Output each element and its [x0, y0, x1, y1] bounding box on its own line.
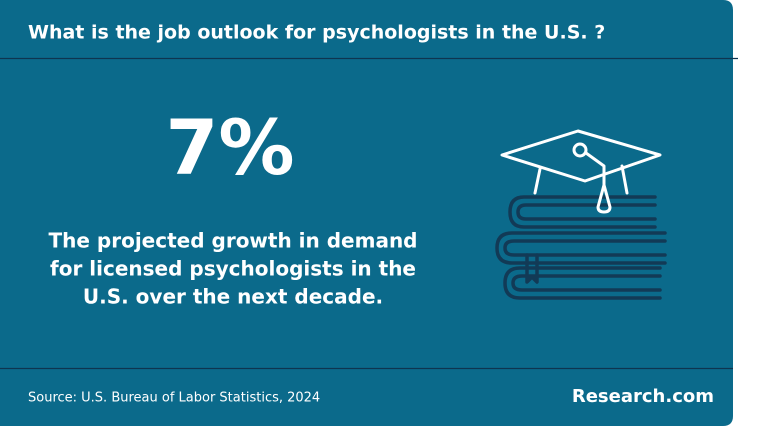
source: Source: U.S. Bureau of Labor Statistics,…	[28, 391, 320, 406]
cap-icon	[500, 129, 662, 214]
brand: Research.com	[572, 386, 714, 407]
books-icon	[495, 195, 667, 300]
stat-value: 7%	[165, 103, 294, 192]
stat-description: U.S. over the next decade.	[83, 285, 383, 309]
title: What is the job outlook for psychologist…	[28, 22, 605, 44]
stat-description: The projected growth in demand	[49, 229, 418, 253]
card	[0, 0, 733, 426]
stat-description: for licensed psychologists in the	[50, 257, 416, 281]
